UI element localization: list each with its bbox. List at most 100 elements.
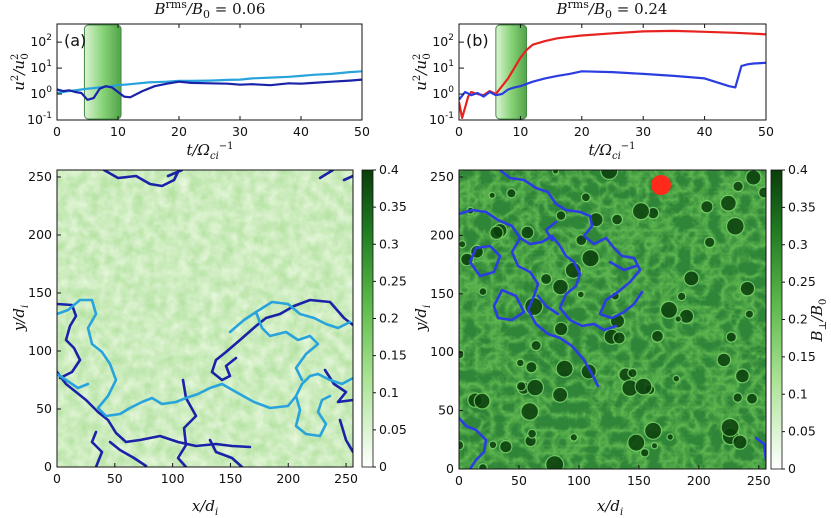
panel-a-heatmap: 0 50 100 150 200 250 0 50 100 150 200 250 x/di y/di… (10, 162, 407, 518)
series-line-dark-blue (57, 78, 362, 101)
x-tick-label: 150 (627, 473, 651, 488)
vortex-blob (700, 199, 714, 214)
vortex-blob (459, 440, 465, 451)
vortex-blob (488, 440, 498, 450)
x-tick-label: 0 (455, 473, 463, 488)
vortex-blob (674, 315, 683, 323)
y-tick-label: 50 (36, 401, 52, 416)
x-tick-label: 40 (697, 124, 713, 139)
colorbar-tick-label: 0.2 (379, 311, 399, 326)
vortex-blob (650, 442, 659, 450)
field-line-dark (57, 170, 353, 467)
vortex-blob (499, 440, 513, 454)
vortex-blob (525, 361, 538, 374)
vortex-blob (515, 358, 525, 368)
vortex-blob (478, 287, 488, 297)
highlight-window (83, 24, 122, 120)
colorbar-tick-label: 0.25 (788, 274, 816, 289)
plot-frame (56, 23, 363, 121)
y-tick-label: 100 (432, 85, 454, 101)
panel-a-title: Brms/B0 = 0.06 (154, 0, 266, 21)
y-tick-label: 250 (430, 169, 454, 184)
y-tick-label: 150 (28, 285, 52, 300)
colorbar-tick-label: 0.2 (788, 312, 808, 327)
colorbar-tick-label: 0.4 (788, 162, 808, 177)
x-tick-label: 30 (232, 124, 248, 139)
vortex-blob (745, 392, 759, 405)
y-tick-label: 250 (28, 169, 52, 184)
vortex-blob (643, 421, 663, 440)
vortex-blob (569, 433, 579, 442)
vortex-blob (600, 170, 619, 180)
x-tick-label: 100 (567, 473, 591, 488)
vortex-blob (631, 202, 651, 221)
x-axis-label: x/di (192, 497, 218, 518)
vortex-blob (745, 170, 762, 186)
vortex-blob (530, 339, 542, 352)
colorbar-tick-label: 0.35 (379, 199, 407, 214)
vortex-blob (551, 170, 560, 175)
colorbar-tick-label: 0.1 (788, 386, 808, 401)
vortex-blob (716, 352, 732, 368)
plot-frame (458, 23, 767, 121)
x-tick-label: 200 (276, 471, 300, 486)
colorbar-tick-label: 0.15 (379, 348, 407, 363)
vortex-blob (650, 329, 664, 343)
panel-b-timeseries: Brms/B0 = 0.24 0 10 20 30 40 5010-1100101102 … (412, 0, 774, 162)
vortex-blob (506, 188, 517, 199)
y-axis-label: u2/u20 (10, 53, 31, 91)
colorbar (361, 169, 374, 468)
colorbar-tick-label: 0.15 (788, 349, 816, 364)
x-tick-label: 40 (293, 124, 309, 139)
colorbar (770, 169, 783, 470)
x-tick-label: 0 (53, 471, 61, 486)
vortex-blob (758, 186, 766, 199)
x-tick-label: 100 (161, 471, 185, 486)
vortex-blob (744, 309, 755, 319)
vortex-blob (515, 380, 527, 392)
vortex-blob (459, 240, 467, 249)
colorbar-tick-label: 0.05 (788, 424, 816, 439)
colorbar-tick-label: 0.3 (788, 237, 808, 252)
vortex-blob (732, 392, 743, 403)
y-tick-label: 10-1 (27, 111, 52, 127)
vortex-blob (555, 359, 574, 378)
colorbar-tick-label: 0 (379, 459, 387, 474)
y-axis-label: y/di (10, 305, 31, 332)
vortex-blob (739, 280, 756, 297)
vortex-blob (639, 447, 650, 458)
field-line-light (57, 298, 353, 438)
vortex-blob (734, 368, 750, 384)
series-line-blue (459, 61, 766, 101)
vortex-blob (612, 331, 626, 345)
vortex-blob (719, 194, 737, 212)
y-tick-label: 102 (30, 33, 52, 49)
x-tick-label: 20 (574, 124, 590, 139)
y-tick-label: 10-1 (429, 111, 454, 127)
colorbar-tick-label: 0.05 (379, 422, 407, 437)
x-tick-label: 200 (687, 473, 711, 488)
vortex-blob (659, 300, 679, 319)
panel-label: (b) (466, 31, 489, 50)
vortex-blob (627, 367, 638, 379)
vortex-blob (666, 433, 675, 441)
vortex-blob (520, 402, 540, 421)
vortex-blob (539, 272, 553, 286)
colorbar-tick-label: 0.35 (788, 199, 816, 214)
y-tick-label: 100 (28, 343, 52, 358)
y-axis-label: y/di (412, 305, 433, 332)
vortex-blob (488, 191, 496, 200)
x-tick-label: 0 (455, 124, 463, 139)
vortex-blob (720, 417, 740, 438)
vortex-blob (489, 225, 504, 240)
colorbar-label: B⊥/B0 (808, 299, 829, 343)
series-line-red (459, 29, 766, 119)
vortex-blob (672, 374, 681, 383)
vortex-blob (611, 213, 624, 226)
y-tick-label: 102 (432, 33, 454, 49)
colorbar-tick-label: 0.3 (379, 236, 399, 251)
vortex-blob (683, 270, 700, 287)
particle-marker (651, 175, 671, 195)
y-tick-label: 101 (30, 59, 52, 75)
x-tick-label: 10 (110, 124, 126, 139)
